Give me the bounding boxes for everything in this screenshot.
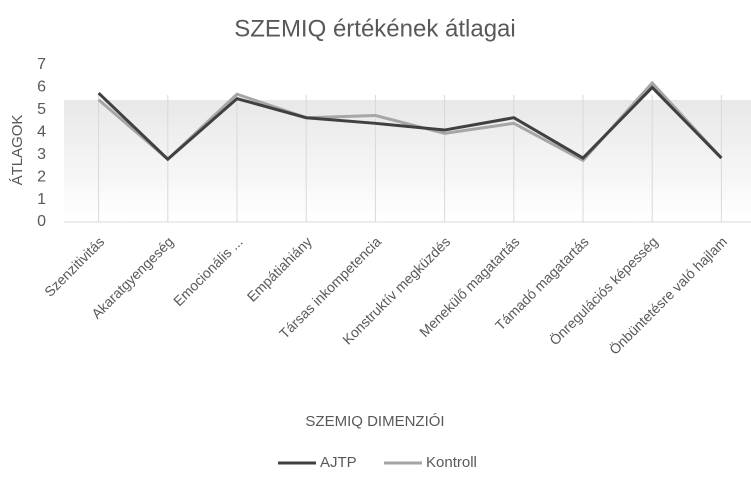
y-tick-label: 0 [37, 213, 46, 230]
y-tick-label: 3 [37, 146, 46, 163]
x-tick-label: Empátiahiány [244, 233, 315, 304]
y-tick-label: 6 [37, 79, 46, 96]
chart-title: SZEMIQ értékének átlagai [234, 15, 515, 42]
y-tick-label: 1 [37, 191, 46, 208]
data-line [97, 85, 723, 162]
y-axis-title: ÁTLAGOK [9, 115, 26, 186]
y-tick-label: 7 [37, 56, 46, 73]
x-tick-label: Önbüntetésre való hajlam [605, 233, 730, 358]
y-tick-label: 2 [37, 168, 46, 185]
x-tick-label: Emocionális ... [170, 233, 246, 309]
y-tick-label: 5 [37, 101, 46, 118]
x-tick-label: Szenzitivitás [41, 233, 107, 299]
legend-label: AJTP [320, 454, 357, 471]
x-axis-title: SZEMIQ DIMENZIÓI [305, 413, 444, 430]
plot-background [64, 100, 751, 222]
legend-label: Kontroll [426, 454, 477, 471]
y-tick-label: 4 [37, 124, 46, 141]
